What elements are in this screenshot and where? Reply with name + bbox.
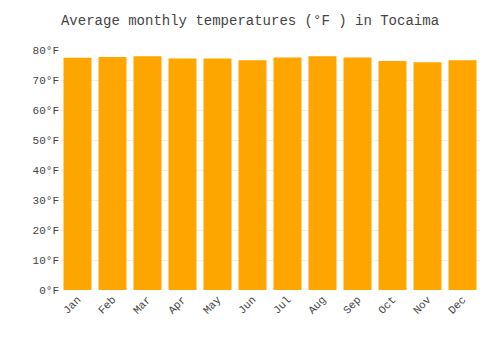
svg-text:20°F: 20°F (33, 225, 59, 237)
svg-text:Average monthly temperatures (: Average monthly temperatures (°F ) in To… (61, 13, 439, 29)
svg-text:Jun: Jun (236, 294, 258, 316)
svg-text:Mar: Mar (131, 294, 153, 316)
svg-text:40°F: 40°F (33, 165, 59, 177)
svg-text:May: May (201, 294, 224, 317)
svg-text:70°F: 70°F (33, 75, 59, 87)
svg-text:Jul: Jul (271, 294, 293, 316)
svg-text:80°F: 80°F (33, 45, 59, 57)
svg-text:30°F: 30°F (33, 195, 59, 207)
svg-text:50°F: 50°F (33, 135, 59, 147)
svg-text:0°F: 0°F (39, 285, 59, 297)
svg-text:Feb: Feb (96, 294, 118, 316)
svg-text:Oct: Oct (376, 294, 398, 316)
svg-text:Dec: Dec (446, 294, 468, 316)
svg-text:Aug: Aug (306, 294, 328, 316)
svg-text:Nov: Nov (411, 294, 434, 317)
svg-text:Sep: Sep (341, 294, 363, 316)
svg-text:Jan: Jan (61, 294, 83, 316)
svg-text:Apr: Apr (166, 294, 188, 316)
svg-text:10°F: 10°F (33, 255, 59, 267)
svg-text:60°F: 60°F (33, 105, 59, 117)
